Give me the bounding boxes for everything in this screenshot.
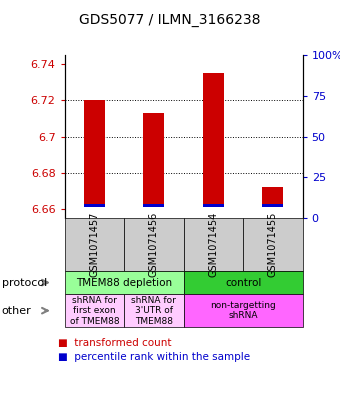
Text: control: control — [225, 277, 261, 288]
Text: non-targetting
shRNA: non-targetting shRNA — [210, 301, 276, 320]
Bar — [262, 204, 283, 207]
Bar — [84, 100, 105, 207]
Text: other: other — [2, 306, 31, 316]
Text: ■  transformed count: ■ transformed count — [58, 338, 171, 348]
Text: shRNA for
first exon
of TMEM88: shRNA for first exon of TMEM88 — [70, 296, 119, 325]
Text: shRNA for
3'UTR of
TMEM88: shRNA for 3'UTR of TMEM88 — [132, 296, 176, 325]
Bar — [84, 204, 105, 207]
Bar — [262, 187, 283, 207]
Text: GSM1071457: GSM1071457 — [89, 212, 99, 277]
Bar — [143, 113, 164, 207]
Text: protocol: protocol — [2, 277, 47, 288]
Text: GSM1071455: GSM1071455 — [268, 212, 278, 277]
Bar — [203, 204, 224, 207]
Text: TMEM88 depletion: TMEM88 depletion — [76, 277, 172, 288]
Text: GDS5077 / ILMN_3166238: GDS5077 / ILMN_3166238 — [79, 13, 261, 27]
Text: ■  percentile rank within the sample: ■ percentile rank within the sample — [58, 352, 250, 362]
Bar — [143, 204, 164, 207]
Bar — [203, 73, 224, 207]
Text: GSM1071456: GSM1071456 — [149, 212, 159, 277]
Text: GSM1071454: GSM1071454 — [208, 212, 218, 277]
